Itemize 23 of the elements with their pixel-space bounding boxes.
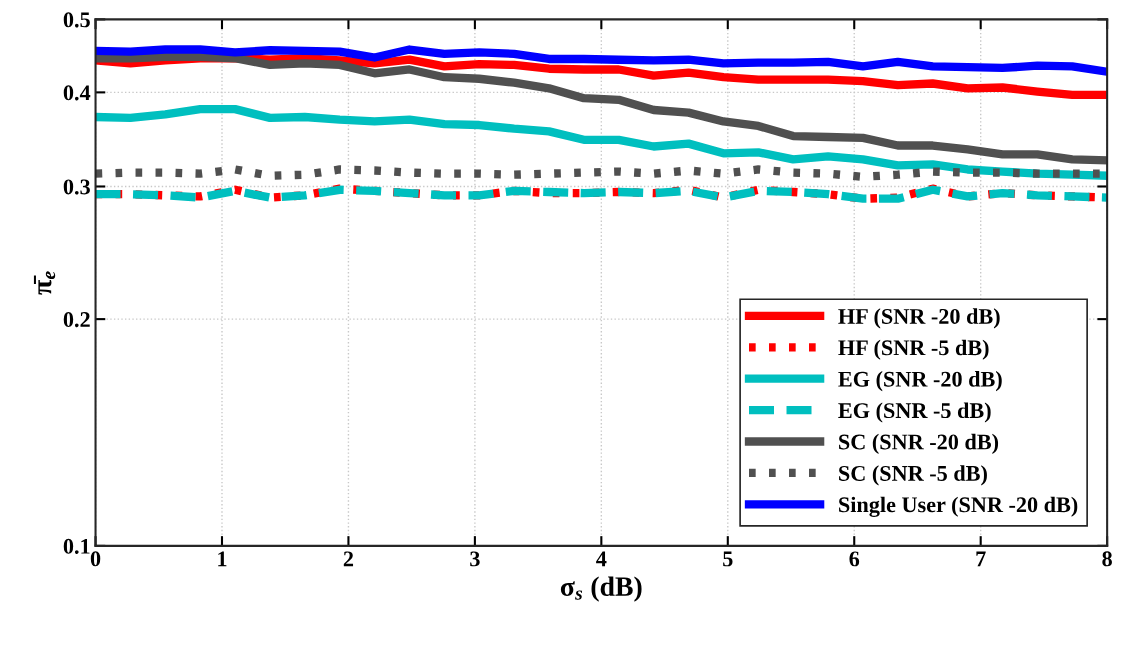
x-tick-label: 3: [470, 551, 480, 567]
x-tick-label: 2: [343, 551, 354, 567]
y-tick-label: 0.3: [63, 179, 90, 195]
x-tick-label: 6: [849, 551, 860, 567]
legend-label: EG (SNR -20 dB): [838, 371, 1002, 392]
legend-label: SC (SNR -20 dB): [839, 433, 999, 455]
y-axis-title: π̄$_{e}$: [33, 271, 56, 295]
y-tick-label: 0.4: [63, 85, 91, 101]
x-tick-label: 8: [1102, 551, 1112, 567]
legend-label: Single User (SNR -20 dB): [839, 496, 1078, 517]
legend-label: EG (SNR -5 dB): [838, 402, 991, 423]
x-axis-title: σ$_{s}$ (dB): [560, 576, 642, 602]
y-tick-label: 0.1: [63, 538, 90, 554]
legend-label: HF (SNR -20 dB): [838, 308, 1000, 329]
x-tick-label: 1: [218, 551, 227, 567]
x-tick-label: 4: [596, 551, 607, 567]
y-tick-label: 0.2: [63, 312, 90, 328]
x-tick-label: 7: [976, 551, 986, 567]
x-tick-label: 5: [723, 551, 733, 567]
legend-label: SC (SNR -5 dB): [839, 465, 987, 486]
x-tick-label: 0: [90, 551, 101, 567]
legend-label: HF (SNR -5 dB): [838, 339, 989, 360]
y-tick-label: 0.5: [63, 12, 90, 28]
